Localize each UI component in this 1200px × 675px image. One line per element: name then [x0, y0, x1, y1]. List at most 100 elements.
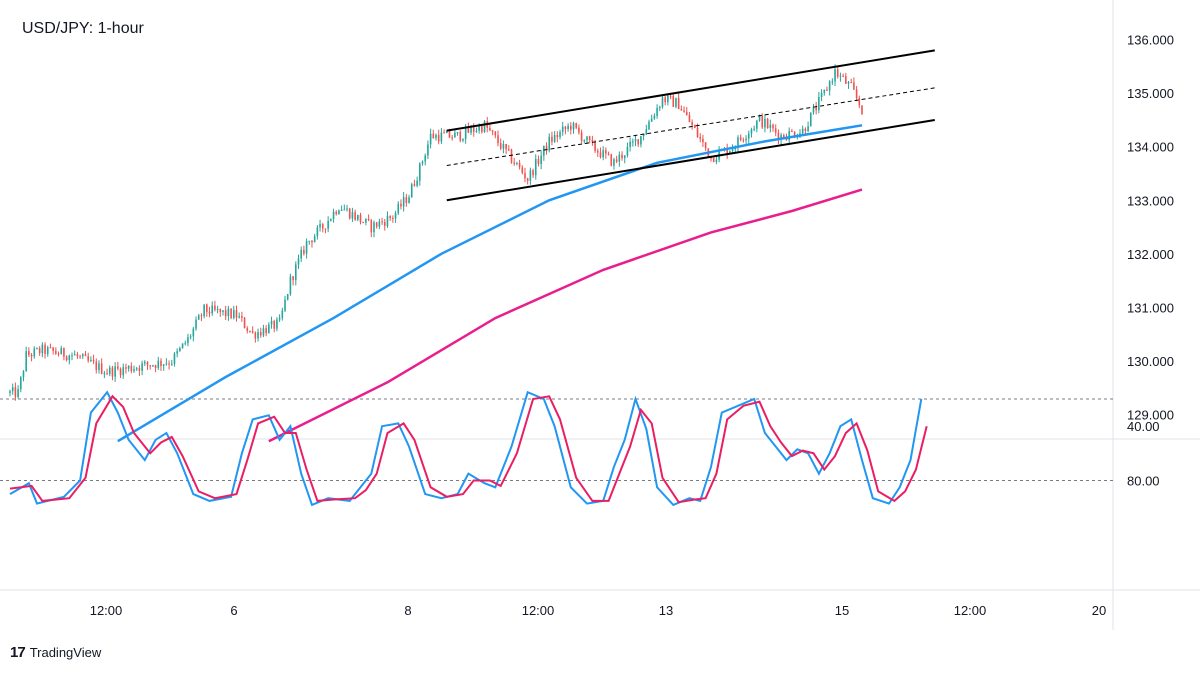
candle-body	[397, 203, 400, 213]
x-tick-label: 12:00	[90, 603, 123, 618]
candle-body	[780, 135, 782, 140]
candle-body	[63, 348, 65, 357]
candle-body	[416, 180, 418, 186]
candle-body	[680, 109, 683, 111]
candle-body	[793, 132, 796, 138]
candle-body	[157, 360, 160, 369]
candle-body	[152, 365, 154, 367]
candle-body	[278, 317, 281, 320]
candle-body	[208, 311, 211, 314]
candle-body	[316, 227, 319, 237]
candle-body	[470, 127, 472, 133]
candle-body	[783, 135, 785, 138]
price-channel	[446, 49, 935, 202]
candle-body	[338, 210, 340, 215]
candle-body	[578, 127, 580, 133]
candle-body	[289, 276, 292, 295]
brand[interactable]: 17 TradingView	[10, 644, 101, 661]
candle-body	[489, 127, 491, 131]
candle-body	[235, 310, 238, 318]
candle-body	[383, 222, 386, 226]
candle-body	[127, 365, 130, 369]
y-tick-label: 133.000	[1127, 193, 1174, 208]
candle-body	[68, 355, 71, 361]
candle-body	[130, 365, 133, 371]
candle-body	[456, 132, 459, 134]
candle-body	[421, 161, 424, 164]
candle-body	[524, 172, 526, 179]
candle-body	[834, 69, 836, 82]
candle-body	[791, 130, 793, 133]
candle-body	[637, 139, 640, 145]
candle-body	[81, 354, 84, 357]
candle-body	[392, 217, 394, 219]
x-tick-label: 13	[659, 603, 673, 618]
candle-body	[65, 356, 68, 361]
candle-body	[861, 105, 863, 114]
candle-body	[206, 304, 208, 312]
candle-body	[529, 170, 532, 181]
candle-body	[176, 351, 178, 354]
candle-body	[648, 121, 650, 130]
candle-body	[146, 361, 149, 366]
moving-averages	[117, 124, 863, 443]
candle-body	[507, 149, 510, 151]
candle-body	[774, 128, 777, 133]
candle-body	[33, 348, 36, 357]
candle-body	[756, 120, 758, 129]
candle-body	[661, 97, 664, 108]
candle-body	[19, 377, 22, 390]
candle-body	[170, 363, 173, 365]
candle-body	[432, 133, 435, 139]
candle-body	[464, 127, 467, 139]
candle-body	[801, 128, 804, 134]
candle-body	[84, 354, 87, 357]
x-axis[interactable]: 12:00 6 8 12:00 13 15 12:00 20	[90, 603, 1107, 618]
candle-body	[537, 159, 540, 164]
y-tick-label: 129.000	[1127, 407, 1174, 422]
candle-body	[292, 276, 294, 281]
candle-body	[853, 82, 855, 90]
candle-body	[9, 391, 11, 394]
candle-body	[227, 308, 230, 317]
candle-body	[499, 143, 502, 149]
candle-body	[25, 351, 27, 372]
candle-body	[669, 95, 672, 97]
candle-body	[211, 305, 214, 314]
candle-body	[259, 332, 262, 336]
candle-body	[704, 142, 707, 149]
candle-body	[475, 130, 478, 132]
candle-body	[745, 138, 747, 141]
candle-body	[351, 212, 354, 219]
candle-body	[675, 98, 677, 107]
candle-body	[459, 132, 462, 141]
y-axis[interactable]: 129.000 130.000 131.000 132.000 133.000 134.0…	[1127, 33, 1174, 489]
candle-body	[144, 361, 146, 364]
candle-body	[645, 129, 648, 135]
candle-body	[230, 308, 232, 319]
candle-body	[761, 115, 764, 128]
plot-borders	[0, 0, 1200, 630]
candle-body	[534, 159, 537, 176]
candle-body	[564, 126, 567, 130]
candle-body	[286, 294, 289, 300]
candle-body	[510, 149, 513, 163]
candle-body	[375, 222, 378, 227]
candle-body	[192, 328, 195, 337]
candle-body	[516, 163, 518, 165]
candle-body	[268, 324, 270, 334]
candle-body	[807, 126, 809, 131]
candle-body	[820, 93, 823, 98]
candle-body	[173, 353, 176, 364]
candle-body	[543, 145, 545, 156]
x-tick-label: 6	[230, 603, 237, 618]
candle-body	[14, 387, 17, 397]
channel-middle-line	[446, 87, 935, 166]
candle-body	[828, 81, 831, 91]
candle-body	[769, 124, 772, 129]
candle-body	[688, 115, 691, 123]
x-tick-label: 8	[404, 603, 411, 618]
x-tick-label: 12:00	[954, 603, 987, 618]
candle-body	[766, 118, 769, 129]
